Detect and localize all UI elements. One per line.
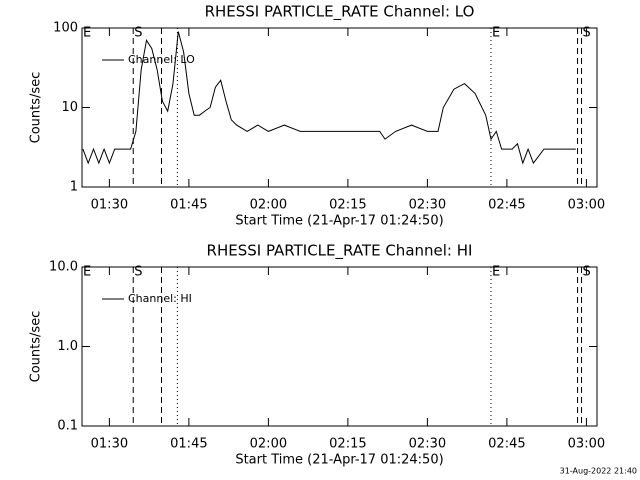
footer: 31-Aug-2022 21:40 (560, 467, 637, 476)
x-tick-label: 02:30 (409, 198, 446, 213)
data-line (82, 31, 576, 165)
y-tick-label: 0.1 (57, 419, 78, 434)
x-tick-label: 01:30 (91, 198, 128, 213)
y-tick-label: 10.0 (49, 260, 78, 275)
chart-title: RHESSI PARTICLE_RATE Channel: HI (207, 242, 473, 261)
x-tick-label: 02:00 (250, 437, 287, 452)
y-tick-label: 1.0 (57, 339, 78, 354)
event-label: S (134, 26, 142, 41)
plot-frame (81, 266, 598, 427)
legend-label: Channel: HI (128, 292, 192, 305)
y-axis-label: Counts/sec (29, 72, 44, 144)
event-label: E (492, 265, 500, 280)
x-tick-label: 01:30 (91, 437, 128, 452)
x-tick-label: 01:45 (170, 437, 207, 452)
x-axis-label: Start Time (21-Apr-17 01:24:50) (235, 214, 443, 229)
x-tick-label: 02:00 (250, 198, 287, 213)
y-tick-label: 100 (53, 21, 78, 36)
x-tick-label: 03:00 (568, 437, 605, 452)
x-tick-label: 01:45 (170, 198, 207, 213)
x-tick-label: 02:45 (488, 437, 525, 452)
x-tick-label: 02:45 (488, 198, 525, 213)
x-tick-label: 02:30 (409, 437, 446, 452)
event-label: S (583, 265, 591, 280)
plot-frame (81, 27, 598, 188)
x-tick-label: 03:00 (568, 198, 605, 213)
y-tick-label: 10 (61, 100, 78, 115)
chart-title: RHESSI PARTICLE_RATE Channel: LO (205, 3, 475, 22)
y-tick-label: 1 (70, 180, 78, 195)
event-label: E (83, 26, 91, 41)
event-label: E (492, 26, 500, 41)
event-label: E (83, 265, 91, 280)
y-axis-label: Counts/sec (29, 311, 44, 383)
legend-label: Channel: LO (128, 53, 195, 66)
x-tick-label: 02:15 (329, 198, 366, 213)
event-label: S (583, 26, 591, 41)
x-axis-label: Start Time (21-Apr-17 01:24:50) (235, 453, 443, 468)
event-label: S (134, 265, 142, 280)
x-tick-label: 02:15 (329, 437, 366, 452)
